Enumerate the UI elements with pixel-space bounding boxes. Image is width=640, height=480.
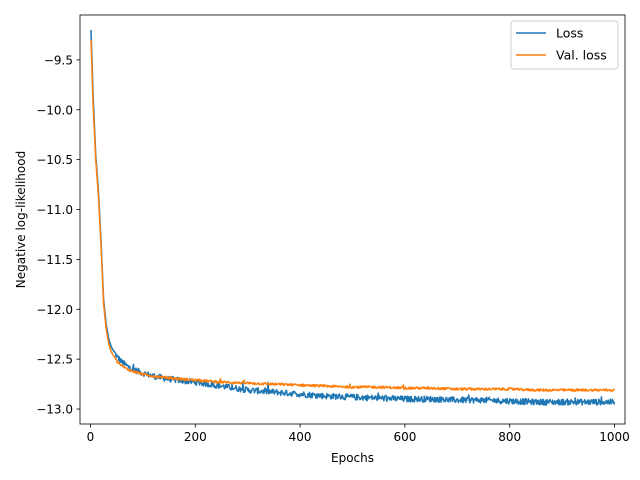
x-tick-label: 0	[87, 430, 95, 444]
y-tick-label: −12.5	[36, 353, 73, 367]
y-tick-label: −10.0	[36, 103, 73, 117]
plot-area	[80, 15, 625, 424]
series-line-1	[90, 39, 616, 393]
y-tick-label: −11.0	[36, 203, 73, 217]
y-tick-label: −12.0	[36, 303, 73, 317]
y-axis: −9.5 −10.0 −10.5 −11.0 −11.5 −12.0 −12.5 −13.0	[36, 53, 80, 417]
x-tick-label: 1000	[599, 430, 630, 444]
y-tick-label: −13.0	[36, 403, 73, 417]
x-tick-label: 800	[498, 430, 521, 444]
legend-label-val-loss: Val. loss	[556, 48, 607, 63]
y-tick-label: −10.5	[36, 153, 73, 167]
x-axis-label: Epochs	[331, 451, 374, 465]
x-axis: 0 200 400 600 800 1000	[87, 424, 630, 444]
legend-label-loss: Loss	[556, 26, 583, 41]
x-tick-label: 600	[393, 430, 416, 444]
y-axis-label: Negative log-likelihood	[14, 151, 28, 288]
y-tick-label: −11.5	[36, 253, 73, 267]
legend: Loss Val. loss	[510, 20, 619, 70]
y-tick-label: −9.5	[44, 53, 73, 67]
plot-frame	[79, 14, 626, 425]
x-tick-label: 400	[289, 430, 312, 444]
series-layer	[90, 29, 616, 406]
x-tick-label: 200	[184, 430, 207, 444]
